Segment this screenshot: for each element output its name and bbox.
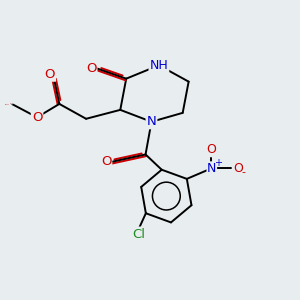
Text: methyl: methyl — [6, 102, 11, 103]
Text: NH: NH — [149, 59, 168, 72]
Text: O: O — [86, 62, 96, 75]
Text: -: - — [241, 167, 245, 177]
Text: N: N — [207, 162, 217, 175]
Text: O: O — [32, 111, 42, 124]
Text: Cl: Cl — [132, 228, 145, 241]
Text: +: + — [214, 158, 222, 168]
Text: O: O — [11, 103, 12, 104]
Text: O: O — [45, 68, 55, 81]
Text: O: O — [233, 162, 243, 175]
Text: O: O — [11, 103, 12, 104]
Text: O: O — [101, 155, 111, 168]
Text: methyl: methyl — [7, 102, 12, 103]
Text: O: O — [10, 103, 11, 104]
Text: methyl: methyl — [12, 103, 17, 104]
Text: N: N — [147, 115, 156, 128]
Text: methyl: methyl — [5, 103, 10, 105]
Text: O: O — [206, 143, 216, 156]
